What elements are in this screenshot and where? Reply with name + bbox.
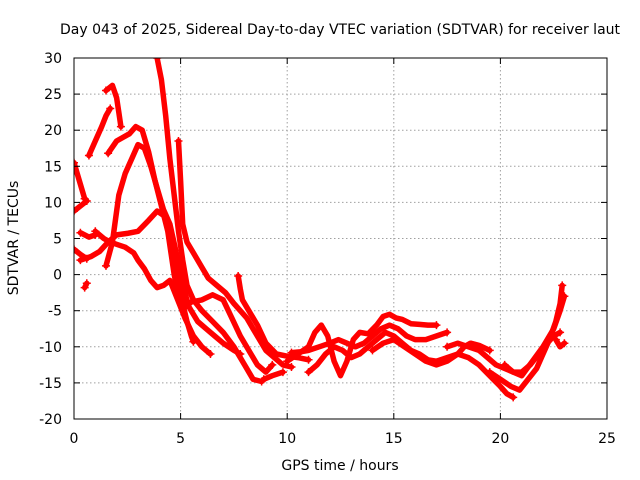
plus-marker — [82, 279, 91, 288]
plus-marker — [76, 228, 85, 237]
plus-marker — [558, 281, 567, 290]
plus-marker — [287, 348, 296, 357]
series-track-9 — [77, 208, 197, 345]
x-tick-label: 20 — [491, 431, 509, 447]
y-tick-label: 5 — [53, 232, 62, 248]
series-track-12 — [154, 58, 265, 385]
series-track-22 — [501, 293, 568, 379]
plus-marker — [116, 122, 125, 131]
y-tick-label: -10 — [39, 340, 62, 356]
plus-marker — [432, 321, 441, 330]
series-track-23 — [553, 336, 568, 350]
plus-marker — [74, 245, 78, 254]
plus-marker — [101, 261, 110, 270]
plus-marker — [234, 272, 243, 281]
series-track-11 — [105, 123, 276, 375]
plus-marker — [101, 86, 110, 95]
plus-marker — [106, 104, 115, 113]
x-tick-label: 25 — [598, 431, 616, 447]
plus-marker — [368, 346, 377, 355]
plus-marker — [485, 346, 494, 355]
y-tick-label: 20 — [44, 123, 62, 139]
x-tick-label: 10 — [278, 431, 296, 447]
y-tick-label: 30 — [44, 51, 62, 67]
chart-title: Day 043 of 2025, Sidereal Day-to-day VTE… — [60, 22, 621, 38]
data-series — [74, 58, 569, 402]
x-axis-label: GPS time / hours — [281, 458, 398, 474]
series-track-2 — [74, 198, 90, 214]
series-track-19 — [369, 336, 493, 368]
y-axis-ticks: -20 -15 -10 -5 0 5 10 15 20 25 30 — [39, 51, 607, 428]
plus-marker — [174, 137, 183, 146]
series-track-7 — [103, 82, 124, 130]
plus-marker — [76, 256, 85, 265]
plus-marker — [551, 335, 560, 344]
plus-marker — [304, 368, 313, 377]
plus-marker — [91, 227, 100, 236]
plus-marker — [304, 355, 313, 364]
y-tick-label: 25 — [44, 87, 62, 103]
plus-marker — [560, 339, 569, 348]
grid-lines — [74, 58, 607, 419]
series-track-16 — [284, 311, 440, 379]
y-tick-label: 0 — [53, 268, 62, 284]
plus-marker — [104, 149, 113, 158]
x-tick-label: 0 — [70, 431, 79, 447]
series-track-1 — [74, 159, 88, 202]
plus-marker — [485, 368, 494, 377]
y-tick-label: 10 — [44, 195, 62, 211]
y-axis-label: SDTVAR / TECUs — [6, 181, 22, 296]
plus-marker — [74, 207, 78, 216]
plus-marker — [560, 292, 569, 301]
y-tick-label: -20 — [39, 412, 62, 428]
x-tick-label: 5 — [176, 431, 185, 447]
y-tick-label: -15 — [39, 376, 62, 392]
x-tick-label: 15 — [385, 431, 403, 447]
x-axis-ticks: 0 5 10 15 20 25 — [70, 58, 616, 447]
series-track-15 — [260, 369, 286, 383]
y-tick-label: -5 — [48, 304, 62, 320]
plus-marker — [268, 360, 277, 369]
plus-marker — [82, 196, 91, 205]
plus-marker — [189, 337, 198, 346]
plus-marker — [74, 158, 78, 167]
plus-marker — [278, 368, 287, 377]
series-track-6 — [86, 105, 113, 159]
series-track-17 — [288, 322, 450, 356]
series-track-13 — [175, 138, 295, 370]
y-tick-label: 15 — [44, 159, 62, 175]
plus-marker — [509, 393, 518, 402]
plus-marker — [153, 58, 162, 62]
plus-marker — [80, 283, 89, 292]
plus-marker — [443, 342, 452, 351]
plus-marker — [283, 357, 292, 366]
plus-marker — [556, 328, 565, 337]
plus-marker — [259, 375, 268, 384]
plus-marker — [443, 328, 452, 337]
plus-marker — [287, 363, 296, 372]
plus-marker — [206, 350, 215, 359]
plus-marker — [84, 151, 93, 160]
plus-marker — [500, 360, 509, 369]
